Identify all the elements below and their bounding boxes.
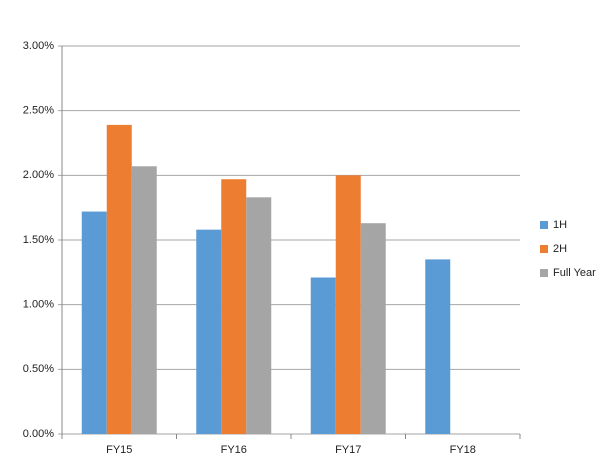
bar: [310, 277, 336, 434]
bar: [106, 124, 132, 434]
y-tick-label: 1.00%: [23, 299, 54, 311]
legend-swatch: [540, 221, 548, 229]
y-tick-label: 0.00%: [23, 428, 54, 440]
legend-label: Full Year: [553, 267, 596, 279]
legend-label: 2H: [553, 243, 567, 255]
bar: [425, 259, 451, 434]
bar: [246, 197, 272, 434]
y-tick-label: 1.50%: [23, 234, 54, 246]
legend-label: 1H: [553, 219, 567, 231]
bar: [335, 175, 361, 435]
x-tick-label: FY18: [450, 444, 476, 456]
bar: [221, 179, 247, 434]
y-tick-label: 3.00%: [23, 40, 54, 52]
y-tick-label: 0.50%: [23, 363, 54, 375]
y-tick-label: 2.50%: [23, 105, 54, 117]
x-tick-label: FY17: [335, 444, 361, 456]
y-tick-label: 2.00%: [23, 169, 54, 181]
legend-swatch: [540, 245, 548, 253]
x-tick-label: FY16: [221, 444, 247, 456]
bar: [81, 211, 107, 434]
bar: [131, 166, 157, 434]
x-tick-label: FY15: [106, 444, 132, 456]
bar: [196, 229, 222, 434]
legend-swatch: [540, 269, 548, 277]
bar: [360, 223, 386, 434]
